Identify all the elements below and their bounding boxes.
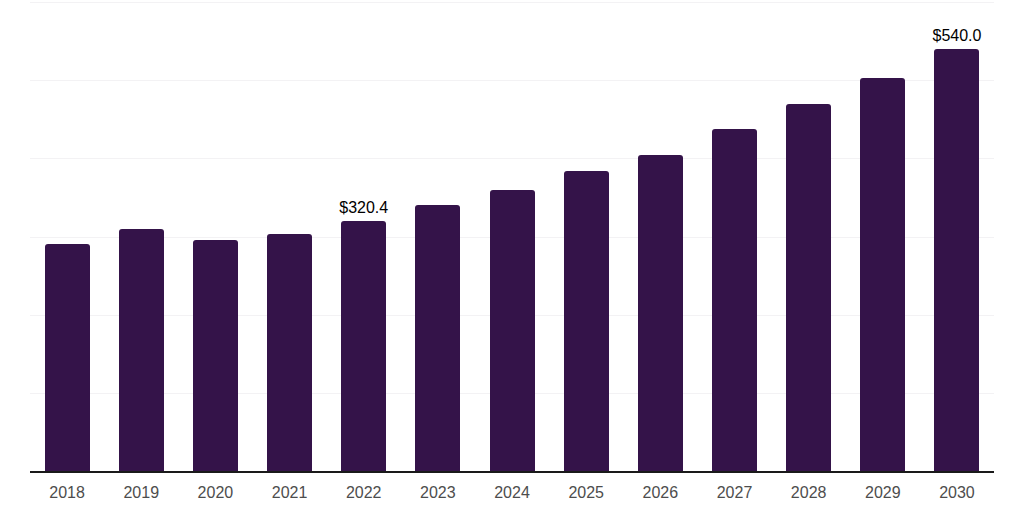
bar-band	[475, 2, 549, 471]
bar-band	[697, 2, 771, 471]
bar-2029	[860, 78, 905, 471]
bar-2023	[415, 205, 460, 471]
x-tick-label: 2022	[327, 484, 401, 502]
bar-2018	[45, 244, 90, 471]
bar-band	[104, 2, 178, 471]
x-tick-label: 2030	[920, 484, 994, 502]
x-tick-label: 2020	[178, 484, 252, 502]
market-forecast-bar-chart: $320.4$540.0 201820192020202120222023202…	[0, 0, 1024, 512]
x-tick-label: 2018	[30, 484, 104, 502]
bar-2028	[786, 104, 831, 471]
bar-2022	[341, 221, 386, 471]
x-tick-label: 2023	[401, 484, 475, 502]
bar-2025	[564, 171, 609, 471]
x-axis-labels: 2018201920202021202220232024202520262027…	[30, 484, 994, 502]
bar-2021	[267, 234, 312, 471]
x-tick-label: 2019	[104, 484, 178, 502]
bars: $320.4 $540.0	[30, 2, 994, 471]
x-tick-label: 2027	[697, 484, 771, 502]
bar-band	[772, 2, 846, 471]
bar-band	[252, 2, 326, 471]
bar-2030	[934, 49, 979, 471]
bar-band	[178, 2, 252, 471]
bar-2026	[638, 155, 683, 471]
bar-band	[846, 2, 920, 471]
x-tick-label: 2028	[772, 484, 846, 502]
x-tick-label: 2026	[623, 484, 697, 502]
bar-band: $540.0	[920, 2, 994, 471]
x-tick-label: 2025	[549, 484, 623, 502]
bar-2027	[712, 129, 757, 471]
bar-2019	[119, 229, 164, 471]
bar-band	[623, 2, 697, 471]
bar-band	[549, 2, 623, 471]
bar-value-label: $320.4	[339, 199, 388, 217]
x-axis-line	[30, 471, 994, 473]
bar-band: $320.4	[327, 2, 401, 471]
x-tick-label: 2029	[846, 484, 920, 502]
bar-value-label: $540.0	[932, 27, 981, 45]
plot-area: $320.4 $540.0	[30, 2, 994, 471]
bar-band	[401, 2, 475, 471]
bar-2024	[490, 190, 535, 471]
x-tick-label: 2021	[252, 484, 326, 502]
bar-band	[30, 2, 104, 471]
bar-2020	[193, 240, 238, 471]
x-tick-label: 2024	[475, 484, 549, 502]
